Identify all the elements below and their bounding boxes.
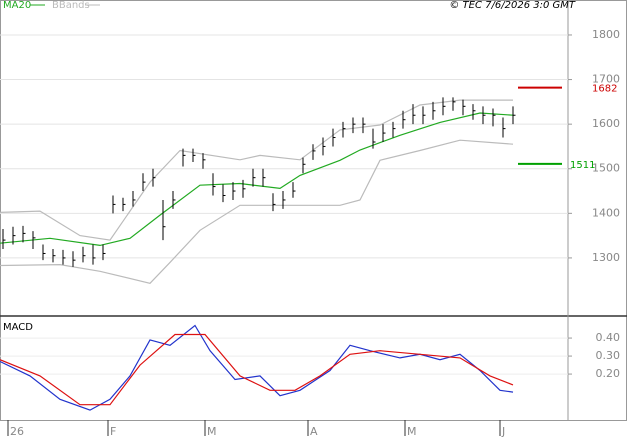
x-tick-label: 26: [10, 425, 24, 438]
y-tick-label: 0.20: [596, 367, 621, 380]
x-tick-label: F: [110, 425, 116, 438]
y-tick-label: 0.40: [596, 331, 621, 344]
series-line: [0, 333, 514, 406]
series-line: [0, 324, 514, 411]
band-upper: [0, 99, 513, 241]
y-tick-label: 1500: [592, 162, 620, 175]
x-tick-label: A: [310, 425, 318, 438]
series-line: [0, 112, 514, 247]
panel-title: MACD: [3, 322, 33, 333]
y-tick-label: 1400: [592, 206, 620, 219]
level-label: 1682: [592, 84, 617, 95]
legend-label: BBands: [52, 0, 90, 11]
plot-frame: [0, 0, 627, 421]
x-tick-label: M: [407, 425, 417, 438]
y-tick-label: 1600: [592, 117, 620, 130]
y-tick-label: 1800: [592, 28, 620, 41]
y-tick-label: 1700: [592, 73, 620, 86]
y-tick-label: 1300: [592, 251, 620, 264]
source-note: © TEC 7/6/2026 3:0 GMT: [449, 0, 576, 11]
x-tick-label: J: [501, 425, 505, 438]
x-tick-label: M: [207, 425, 217, 438]
level-label: 1511: [570, 160, 595, 171]
y-tick-label: 0.30: [596, 349, 621, 362]
legend-label: MA20: [3, 0, 31, 11]
band-lower: [0, 139, 514, 284]
